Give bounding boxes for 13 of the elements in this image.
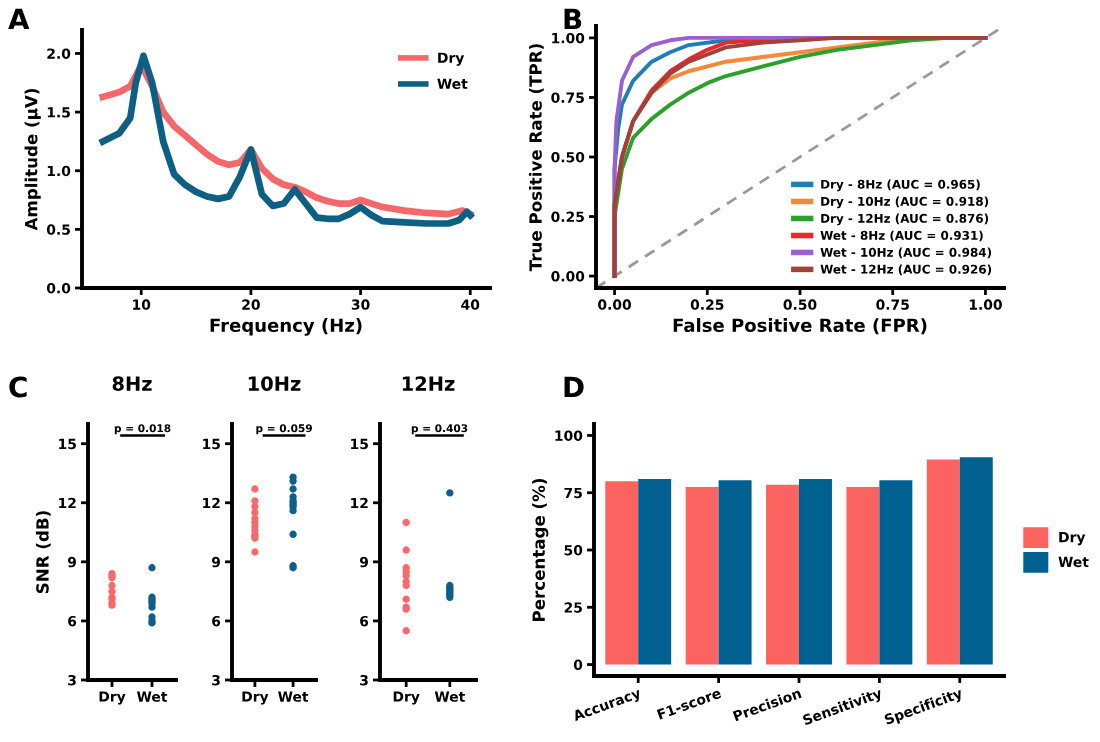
text: B [564,8,582,30]
y-axis-title: Amplitude (μV) [24,88,41,231]
text: C [9,376,27,398]
y-axis-title: SNR (dB) [35,511,51,594]
chart-title: 10Hz [248,376,301,391]
chart-title: 12Hz [402,376,455,391]
x-axis-title: Frequency (Hz) [210,318,362,336]
x-axis-title: False Positive Rate (FPR) [673,318,927,335]
chart-title: 8Hz [112,376,152,391]
text: D [564,376,584,398]
y-axis-title: True Positive Rate (TPR) [528,44,544,272]
text: A [8,8,30,30]
y-axis-title: Percentage (%) [532,478,549,621]
